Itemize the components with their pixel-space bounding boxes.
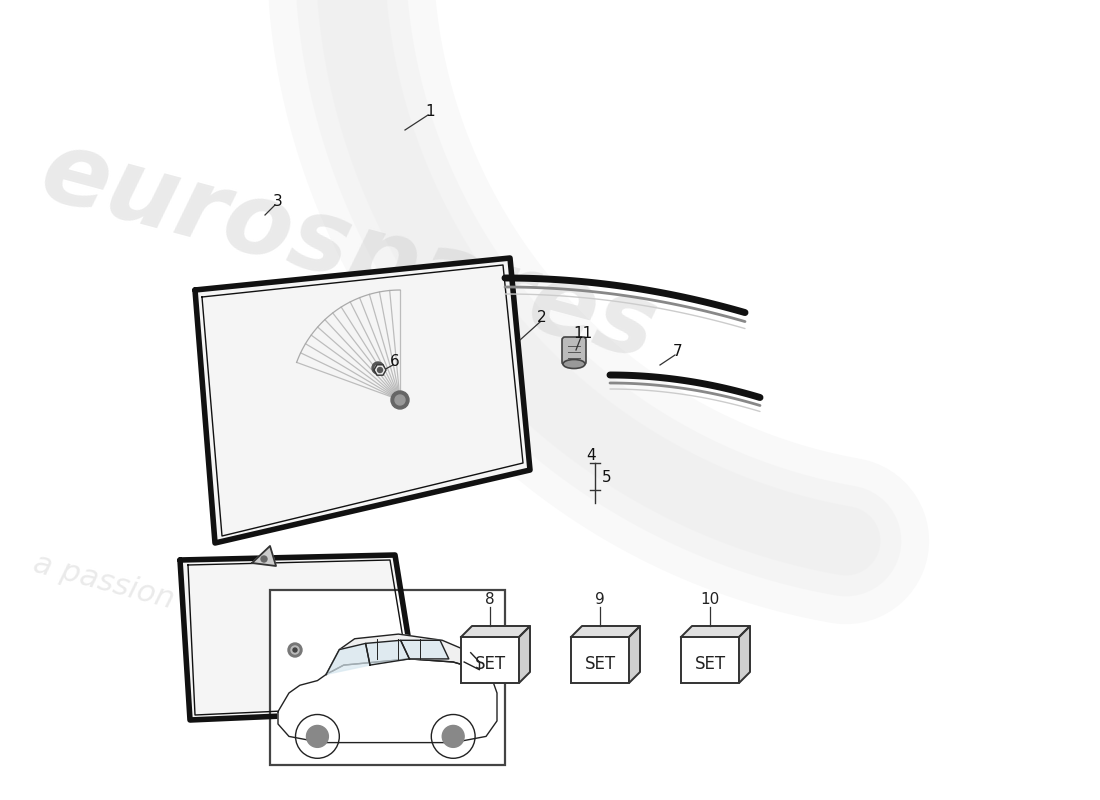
FancyBboxPatch shape bbox=[562, 337, 586, 365]
Polygon shape bbox=[365, 640, 409, 665]
Polygon shape bbox=[519, 626, 530, 683]
Circle shape bbox=[395, 395, 405, 405]
Text: 2: 2 bbox=[537, 310, 547, 326]
Polygon shape bbox=[400, 640, 449, 659]
Text: 7: 7 bbox=[673, 345, 683, 359]
Polygon shape bbox=[327, 643, 370, 674]
Polygon shape bbox=[464, 653, 480, 670]
Polygon shape bbox=[629, 626, 640, 683]
Polygon shape bbox=[180, 555, 420, 720]
Text: 6: 6 bbox=[390, 354, 400, 370]
Text: SET: SET bbox=[474, 655, 506, 673]
Polygon shape bbox=[461, 626, 530, 637]
Circle shape bbox=[377, 367, 383, 373]
Text: SET: SET bbox=[584, 655, 616, 673]
Polygon shape bbox=[327, 634, 480, 674]
Bar bbox=[681, 637, 739, 683]
Text: 5: 5 bbox=[602, 470, 612, 486]
Polygon shape bbox=[681, 626, 750, 637]
Text: 3: 3 bbox=[273, 194, 283, 210]
Polygon shape bbox=[195, 258, 530, 543]
Text: 11: 11 bbox=[573, 326, 593, 341]
Bar bbox=[571, 637, 629, 683]
Text: 10: 10 bbox=[701, 591, 719, 606]
Text: SET: SET bbox=[694, 655, 726, 673]
Polygon shape bbox=[571, 626, 640, 637]
Text: 9: 9 bbox=[595, 591, 605, 606]
Circle shape bbox=[390, 391, 409, 409]
Circle shape bbox=[375, 365, 381, 371]
Text: 8: 8 bbox=[485, 591, 495, 606]
Circle shape bbox=[261, 556, 267, 562]
Circle shape bbox=[288, 643, 302, 657]
Circle shape bbox=[372, 362, 384, 374]
Text: eurospares: eurospares bbox=[30, 123, 667, 381]
Bar bbox=[461, 637, 519, 683]
Circle shape bbox=[442, 726, 464, 747]
Text: 4: 4 bbox=[586, 447, 596, 462]
Text: a passion for parts since 1985: a passion for parts since 1985 bbox=[30, 549, 483, 696]
Polygon shape bbox=[252, 546, 276, 566]
Text: 1: 1 bbox=[426, 105, 434, 119]
Circle shape bbox=[293, 648, 297, 652]
Polygon shape bbox=[278, 659, 497, 742]
Circle shape bbox=[307, 726, 329, 747]
Polygon shape bbox=[739, 626, 750, 683]
Circle shape bbox=[292, 646, 299, 654]
Ellipse shape bbox=[563, 359, 585, 369]
Bar bbox=[270, 590, 505, 765]
